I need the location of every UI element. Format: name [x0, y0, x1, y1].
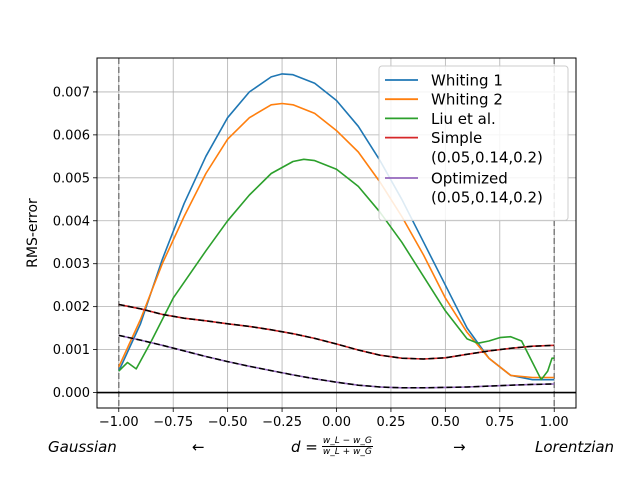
dashed-overlays	[118, 303, 555, 389]
legend-label: Whiting 1	[431, 72, 503, 90]
legend-label: (0.05,0.14,0.2)	[431, 148, 543, 166]
x-tick-label: 0.25	[376, 415, 405, 430]
y-tick: 0.001	[53, 343, 97, 358]
y-tick-label: 0.001	[53, 343, 90, 358]
caption-left-arrow: ←	[192, 438, 205, 456]
legend-box	[378, 65, 569, 221]
y-tick-label: 0.003	[53, 257, 90, 272]
formula-fraction: w_L − w_G w_L + w_G	[321, 436, 373, 457]
formula-numerator: w_L − w_G	[321, 436, 373, 447]
legend-label: Simple	[431, 129, 482, 147]
y-tick-label: 0.000	[53, 386, 90, 401]
caption-right-arrow: →	[453, 438, 466, 456]
dashed-overlay-4	[118, 303, 555, 360]
x-tick: −0.50	[208, 408, 248, 430]
x-tick-label: 0.75	[485, 415, 514, 430]
x-tick: 0.25	[376, 408, 405, 430]
legend-label: (0.05,0.14,0.2)	[431, 189, 543, 207]
legend-label: Optimized	[431, 170, 508, 188]
x-tick: 0.75	[485, 408, 514, 430]
caption-lorentzian: Lorentzian	[535, 438, 615, 456]
x-tick-label: 1.00	[540, 415, 569, 430]
y-tick-label: 0.004	[53, 214, 90, 229]
legend-entry-5: Optimized(0.05,0.14,0.2)	[385, 170, 543, 207]
x-tick-label: 0.50	[431, 415, 460, 430]
legend-entry-4: Simple(0.05,0.14,0.2)	[385, 129, 543, 166]
x-tick-label: 0.00	[322, 415, 351, 430]
y-tick: 0.000	[53, 386, 97, 401]
y-ticks: 0.000 0.001 0.002 0.003 0.004 0.005 0.006 0.007	[53, 85, 97, 401]
x-tick-label: −0.75	[153, 415, 193, 430]
y-axis-label: RMS-error	[25, 198, 41, 268]
x-tick: −1.00	[99, 408, 139, 430]
x-tick: −0.25	[262, 408, 302, 430]
x-tick: 0.50	[431, 408, 460, 430]
series-line-2	[118, 102, 555, 379]
dashed-overlay-5	[118, 334, 555, 389]
x-tick: 1.00	[540, 408, 569, 430]
x-tick-label: −1.00	[99, 415, 139, 430]
caption-gaussian: Gaussian	[48, 438, 117, 456]
formula-prefix: d =	[291, 437, 318, 456]
y-tick-label: 0.007	[53, 85, 90, 100]
legend-entry-1: Whiting 1	[385, 72, 503, 90]
y-tick: 0.005	[53, 171, 97, 186]
formula-denominator: w_L + w_G	[322, 447, 372, 457]
y-tick-label: 0.006	[53, 128, 90, 143]
legend-entry-3: Liu et al.	[385, 110, 496, 128]
x-tick-label: −0.25	[262, 415, 302, 430]
y-tick: 0.007	[53, 85, 97, 100]
y-tick-label: 0.002	[53, 300, 90, 315]
y-tick: 0.003	[53, 257, 97, 272]
x-tick: 0.00	[322, 408, 351, 430]
y-tick-label: 0.005	[53, 171, 90, 186]
y-tick: 0.004	[53, 214, 97, 229]
y-tick: 0.002	[53, 300, 97, 315]
x-ticks: −1.00 −0.75 −0.50 −0.25 0.00 0.25 0.50 0.75 1.00	[99, 408, 569, 430]
legend-label: Whiting 2	[431, 91, 503, 109]
legend-label: Liu et al.	[431, 110, 496, 128]
x-tick: −0.75	[153, 408, 193, 430]
x-tick-label: −0.50	[208, 415, 248, 430]
legend-entry-2: Whiting 2	[385, 91, 503, 109]
y-tick: 0.006	[53, 128, 97, 143]
caption-formula: d = w_L − w_G w_L + w_G	[291, 436, 373, 457]
